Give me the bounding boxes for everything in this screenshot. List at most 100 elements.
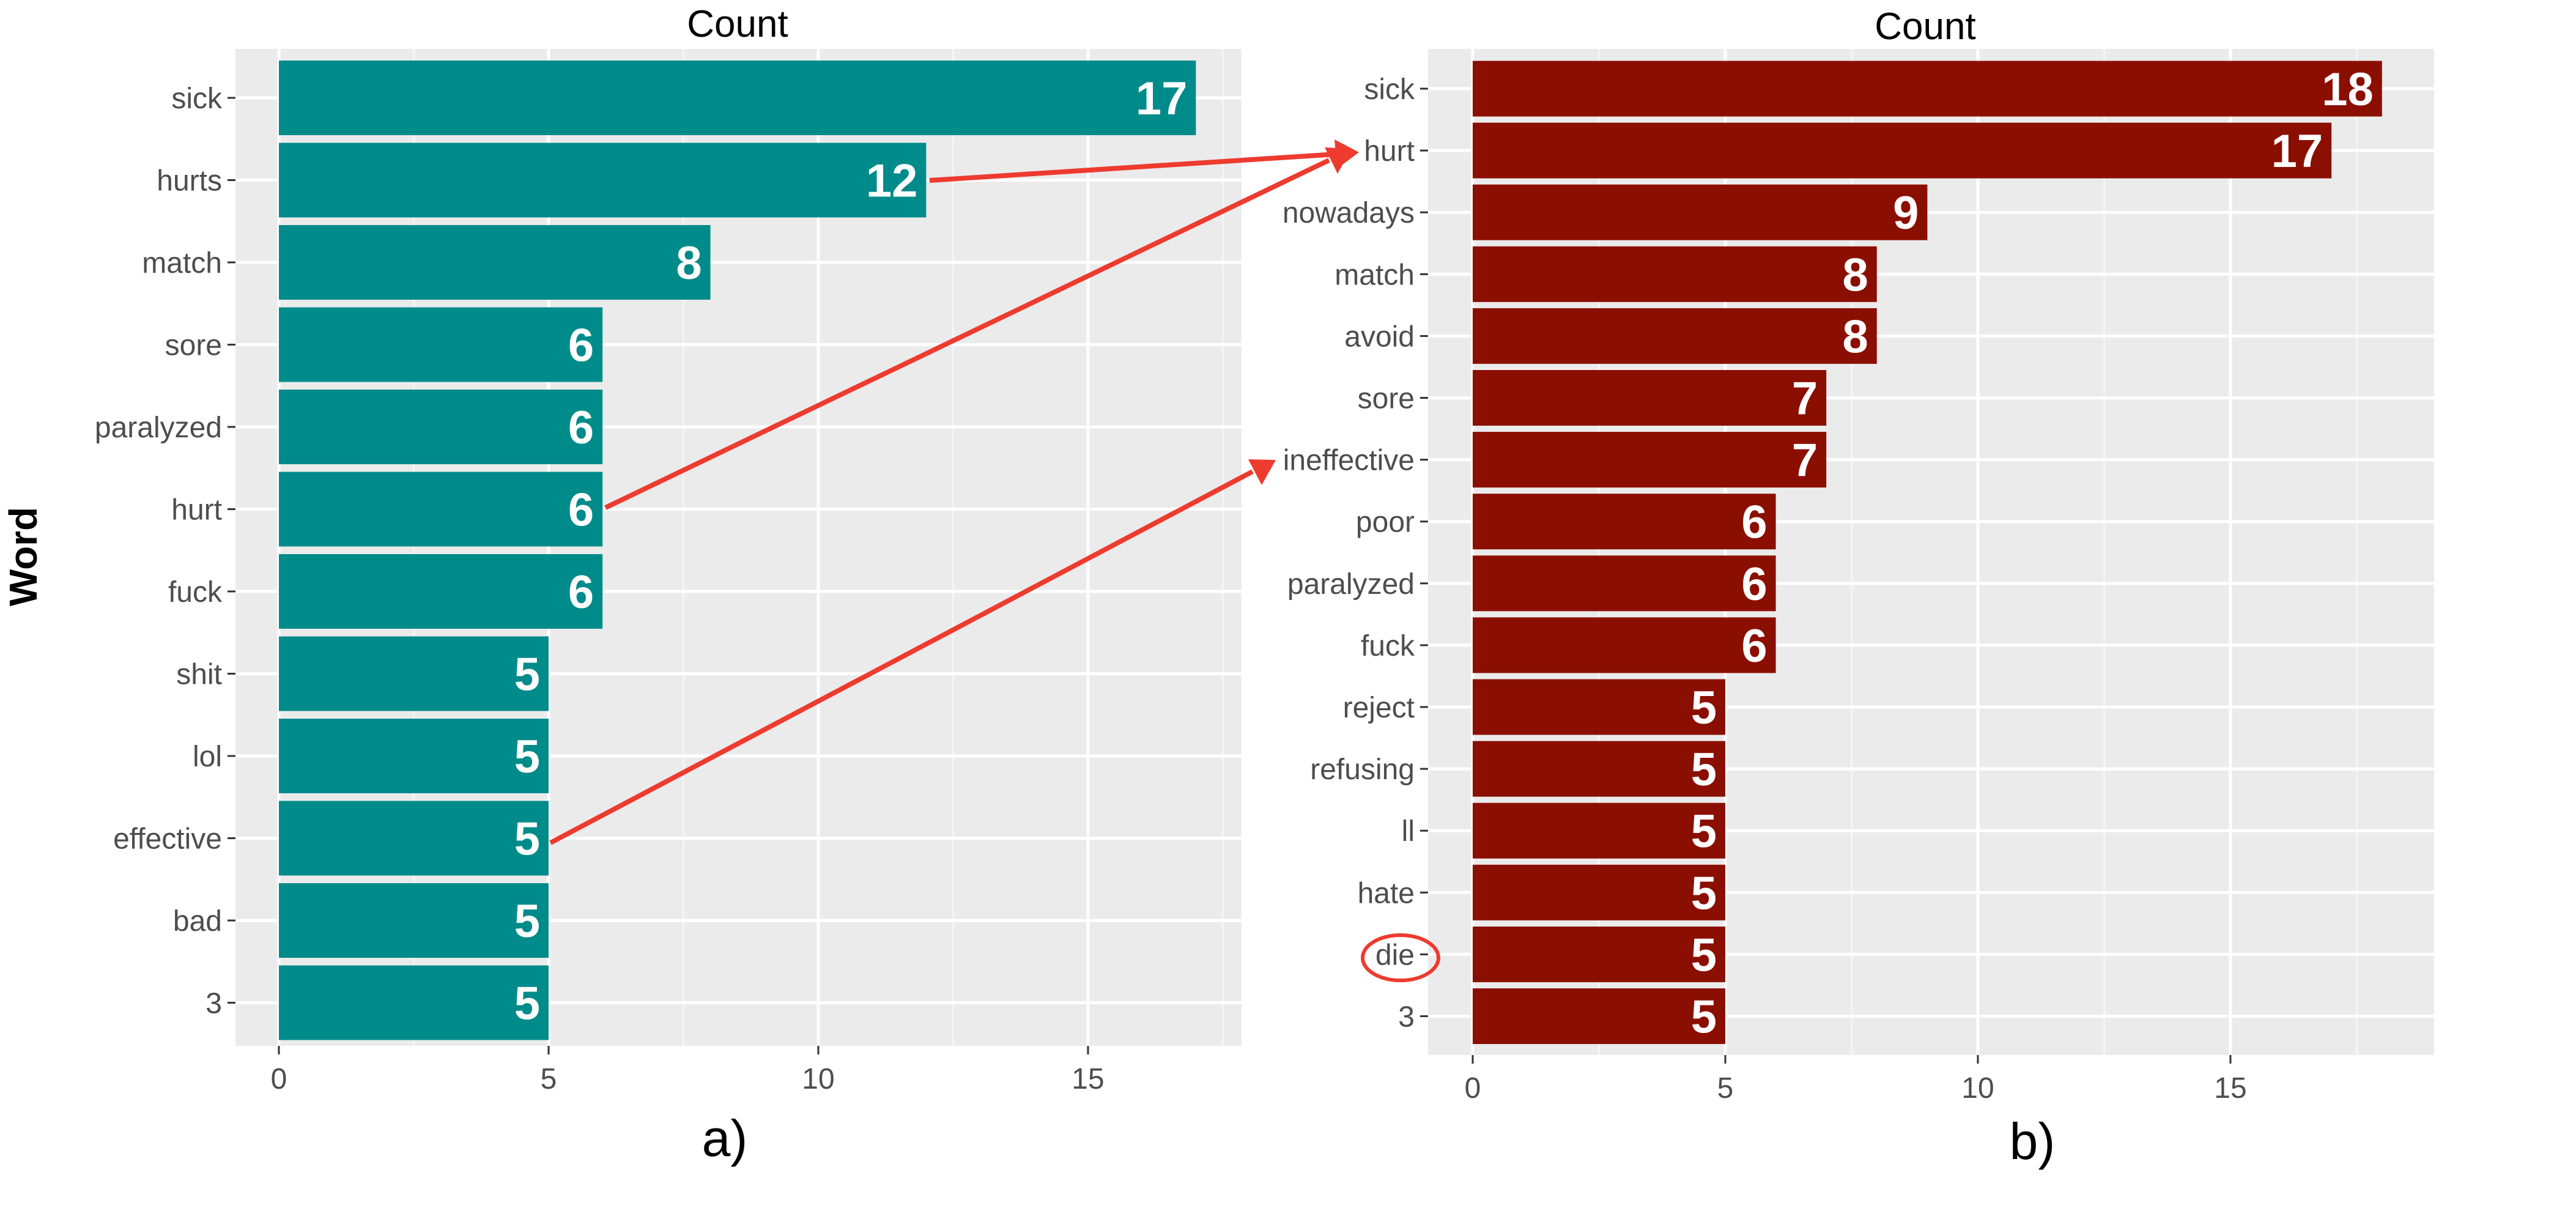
- panel-a-y-ticks: sick hurts match sore paralyzed hurt fuck shit l…: [95, 83, 235, 1020]
- bar: [279, 143, 927, 218]
- x-tick-label: 15: [2214, 1072, 2246, 1105]
- bar: [1473, 432, 1827, 488]
- arrow-head-hurt-to-hurt: [1325, 147, 1352, 174]
- y-tick-label: sick: [1364, 73, 1415, 106]
- y-tick-label: shit: [176, 659, 222, 691]
- x-tick-label: 5: [1717, 1072, 1734, 1105]
- y-tick-label: sore: [165, 330, 222, 362]
- bar: [1473, 555, 1776, 612]
- bar: [279, 883, 549, 958]
- bar-value-label: 5: [514, 731, 540, 783]
- bar: [279, 225, 711, 300]
- panel-a-label: a): [702, 1109, 748, 1167]
- bar: [1473, 988, 1725, 1044]
- y-tick-label: paralyzed: [95, 412, 222, 444]
- bar-value-label: 5: [1691, 744, 1717, 796]
- bar-value-label: 5: [1691, 929, 1717, 981]
- bar-value-label: 5: [1691, 867, 1717, 919]
- bar: [1473, 122, 2332, 179]
- y-tick-label: effective: [113, 823, 222, 856]
- x-tick-label: 5: [541, 1063, 557, 1095]
- bar-value-label: 18: [2322, 64, 2374, 116]
- bar-value-label: 5: [514, 895, 540, 947]
- y-tick-label: ineffective: [1283, 445, 1415, 477]
- y-tick-label: hurts: [157, 165, 222, 198]
- bar: [279, 307, 603, 382]
- bar: [1473, 61, 2382, 117]
- bar: [279, 390, 603, 464]
- bar: [1473, 864, 1725, 920]
- bar-value-label: 5: [514, 978, 540, 1030]
- y-tick-label: hurt: [171, 494, 222, 527]
- panel-b-title: Count: [1875, 6, 1975, 48]
- y-tick-label: sick: [171, 83, 223, 115]
- bar-value-label: 5: [1691, 805, 1717, 857]
- panel-a-title: Count: [687, 3, 788, 45]
- bar: [279, 636, 549, 711]
- bar-value-label: 12: [866, 155, 918, 207]
- bar-value-label: 17: [1136, 73, 1188, 125]
- y-axis-title: Word: [1, 507, 45, 606]
- annotation-arrows: [549, 139, 1440, 982]
- bar-value-label: 6: [568, 484, 594, 536]
- y-tick-label: hurt: [1364, 135, 1415, 168]
- bar-value-label: 6: [1741, 558, 1767, 610]
- bar-value-label: 5: [514, 649, 540, 701]
- bar: [1473, 184, 1928, 240]
- y-tick-label: fuck: [168, 576, 223, 609]
- bar: [1473, 741, 1725, 797]
- y-tick-label: 3: [205, 988, 222, 1020]
- y-tick-label: poor: [1356, 506, 1415, 539]
- bar-value-label: 5: [1691, 991, 1717, 1043]
- x-tick-label: 0: [1465, 1072, 1481, 1105]
- x-tick-label: 15: [1071, 1063, 1104, 1095]
- y-tick-label: lol: [193, 741, 222, 773]
- bar: [1473, 308, 1877, 364]
- bar: [1473, 679, 1725, 735]
- y-tick-label: die: [1375, 939, 1415, 971]
- bar: [279, 801, 549, 876]
- y-tick-label: match: [1334, 259, 1415, 291]
- bar: [1473, 802, 1725, 859]
- bar: [279, 472, 603, 547]
- bar-value-label: 5: [1691, 682, 1717, 734]
- bar: [1473, 926, 1725, 982]
- y-tick-label: sore: [1358, 383, 1415, 415]
- arrow-head-effective-to-ineffective: [1248, 459, 1276, 485]
- bar-value-label: 7: [1792, 373, 1818, 425]
- bar-value-label: 5: [514, 813, 540, 865]
- y-tick-label: refusing: [1310, 754, 1415, 786]
- panel-a-x-ticks: 0 5 10 15: [271, 1046, 1105, 1095]
- x-tick-label: 10: [1961, 1072, 1994, 1105]
- bar: [279, 554, 603, 629]
- panel-b-label: b): [2010, 1113, 2056, 1170]
- y-tick-label: match: [142, 247, 222, 280]
- y-tick-label: bad: [173, 905, 222, 938]
- bar-value-label: 17: [2271, 125, 2323, 177]
- bar-value-label: 9: [1893, 187, 1919, 239]
- bar-value-label: 6: [568, 402, 594, 454]
- bar: [1473, 617, 1776, 673]
- x-tick-label: 10: [802, 1063, 834, 1095]
- bar: [1473, 246, 1877, 302]
- bar: [279, 719, 549, 793]
- bar-value-label: 6: [1741, 497, 1767, 549]
- bar-value-label: 8: [676, 237, 701, 289]
- bar: [279, 61, 1196, 135]
- y-tick-label: fuck: [1361, 630, 1415, 662]
- bar-value-label: 6: [568, 566, 594, 618]
- y-tick-label: nowadays: [1282, 197, 1415, 229]
- y-tick-label: avoid: [1344, 320, 1415, 353]
- bar-value-label: 6: [568, 320, 594, 372]
- panel-b-x-ticks: 0 5 10 15: [1465, 1055, 2247, 1105]
- y-tick-label: 3: [1398, 1001, 1415, 1034]
- bar: [279, 965, 549, 1040]
- bar-value-label: 8: [1843, 311, 1868, 363]
- bar-value-label: 8: [1843, 249, 1868, 301]
- y-tick-label: ll: [1402, 815, 1415, 848]
- bar-value-label: 6: [1741, 620, 1767, 672]
- panel-b-y-ticks: sick hurt nowadays match avoid sore ineffectiv…: [1282, 73, 1428, 1034]
